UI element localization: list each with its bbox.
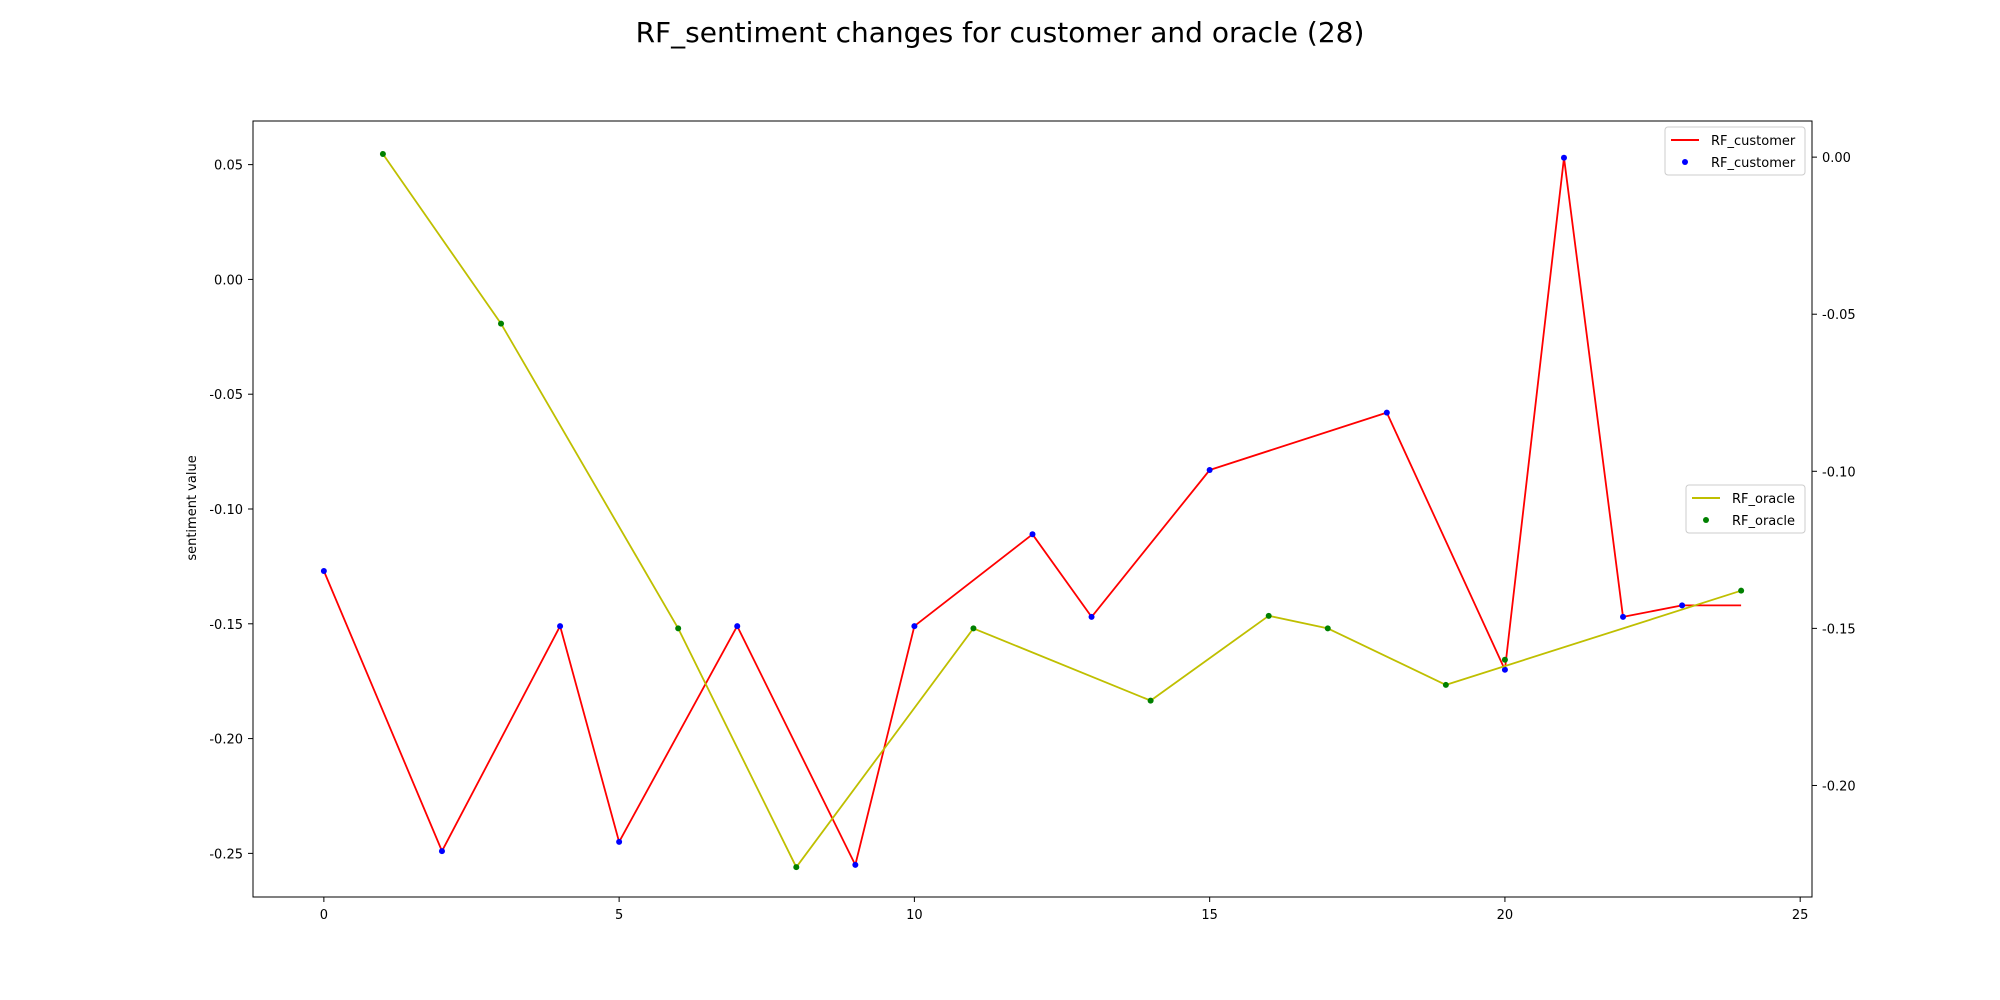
rf-customer-point xyxy=(320,567,327,574)
plot-area: 0 5 10 15 20 25 0.05 0.00 -0.05 -0.10 -0.15 -0.20 -0… xyxy=(209,120,1856,923)
rf-oracle-point xyxy=(793,864,800,871)
left-y-tick-label: -0.20 xyxy=(209,733,243,748)
left-y-tick-label: 0.00 xyxy=(214,273,243,288)
rf-oracle-point xyxy=(1324,625,1331,632)
legend-center-right-label: RF_oracle xyxy=(1732,492,1795,507)
rf-oracle-point xyxy=(1501,656,1508,663)
rf-customer-point xyxy=(1501,666,1508,673)
rf-oracle-point xyxy=(498,320,505,327)
right-y-tick-label: -0.10 xyxy=(1822,465,1856,480)
x-tick-label: 15 xyxy=(1201,908,1218,923)
right-y-tick-label: 0.00 xyxy=(1822,151,1851,166)
rf-customer-point xyxy=(1029,531,1036,538)
rf-oracle-point xyxy=(675,625,682,632)
rf-customer-point xyxy=(1560,154,1567,161)
rf-oracle-point xyxy=(1442,681,1449,688)
rf-oracle-point xyxy=(1265,612,1272,619)
right-y-tick-label: -0.20 xyxy=(1822,779,1856,794)
rf-customer-point xyxy=(852,861,859,868)
rf-oracle-line xyxy=(382,153,1742,869)
rf-customer-point xyxy=(1383,409,1390,416)
legend-upper-right-label: RF_customer xyxy=(1711,134,1796,149)
left-y-tick-label: -0.15 xyxy=(209,618,243,633)
x-tick-label: 25 xyxy=(1792,908,1809,923)
chart-title: RF_sentiment changes for customer and or… xyxy=(636,16,1365,49)
x-tick-label: 0 xyxy=(320,908,328,923)
rf-customer-line xyxy=(323,156,1742,866)
y-axis-label: sentiment value xyxy=(185,455,200,560)
rf-customer-point xyxy=(1679,602,1686,609)
legend-upper-right-marker-swatch xyxy=(1682,159,1688,165)
rf-customer-point xyxy=(557,623,564,630)
rf-oracle-point xyxy=(970,625,977,632)
x-tick-label: 10 xyxy=(906,908,923,923)
x-tick-label: 5 xyxy=(615,908,623,923)
left-y-tick-label: 0.05 xyxy=(214,159,243,174)
rf-customer-point xyxy=(1088,613,1095,620)
legend-upper-right-box xyxy=(1664,126,1806,176)
right-y-tick-label: -0.15 xyxy=(1822,622,1856,637)
rf-customer-point xyxy=(438,848,445,855)
right-y-tick-label: -0.05 xyxy=(1822,308,1856,323)
legend-center-right-label: RF_oracle xyxy=(1732,514,1795,529)
rf-customer-point xyxy=(734,623,741,630)
rf-customer-point xyxy=(1206,466,1213,473)
rf-customer-point xyxy=(616,838,623,845)
left-y-tick-label: -0.05 xyxy=(209,388,243,403)
rf-oracle-point xyxy=(1147,697,1154,704)
rf-oracle-point xyxy=(379,150,386,157)
left-y-tick-label: -0.10 xyxy=(209,503,243,518)
rf-customer-point xyxy=(1620,613,1627,620)
x-tick-label: 20 xyxy=(1497,908,1514,923)
rf-customer-point xyxy=(911,623,918,630)
legend-upper-right-label: RF_customer xyxy=(1711,156,1796,171)
left-y-tick-label: -0.25 xyxy=(209,847,243,862)
rf-oracle-point xyxy=(1738,587,1745,594)
legend-center-right-marker-swatch xyxy=(1703,517,1709,523)
